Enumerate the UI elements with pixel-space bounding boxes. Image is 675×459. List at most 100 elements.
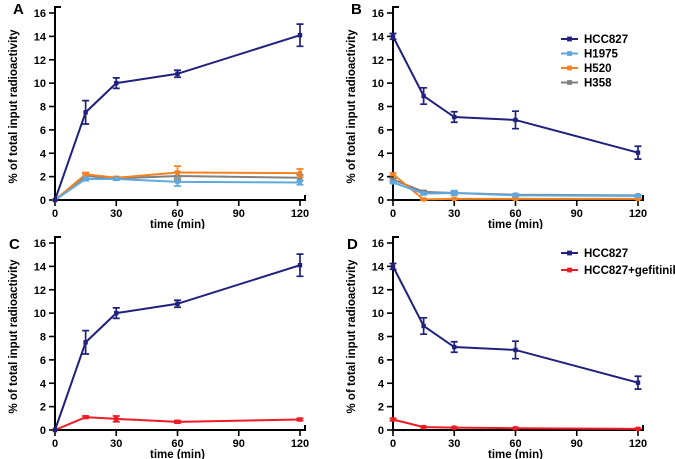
data-point-marker xyxy=(175,301,180,306)
data-point-marker xyxy=(513,193,518,198)
legend-label: H1975 xyxy=(584,49,618,61)
x-axis-title: time (min) xyxy=(150,219,205,229)
x-tick-label: 60 xyxy=(171,438,183,450)
legend-marker xyxy=(567,80,572,85)
x-tick-label: 0 xyxy=(390,208,396,220)
legend: HCC827 H1975 H520 H358 xyxy=(561,34,628,90)
data-point-marker xyxy=(52,427,58,433)
data-point-marker xyxy=(513,196,518,202)
panel-label-D: D xyxy=(347,236,358,253)
tick-labels: 0 2 4 6 8 10 12 14 16 0 30 60 90 120 xyxy=(372,8,647,220)
data-point-marker xyxy=(421,424,426,430)
x-axis-title: time (min) xyxy=(150,449,205,459)
data-point-marker xyxy=(297,263,303,268)
y-tick-label: 12 xyxy=(372,55,384,67)
data-point-marker xyxy=(421,93,426,99)
panel-C: C 0 2 4 6 8 10 12 14 16 0 30 60 90 120 time (min) % of … xyxy=(0,230,337,459)
y-tick-label: 14 xyxy=(372,261,385,273)
legend-marker xyxy=(567,65,572,71)
data-point-marker xyxy=(83,172,88,177)
data-point-marker xyxy=(390,417,396,422)
y-tick-label: 10 xyxy=(372,78,384,90)
y-tick-label: 2 xyxy=(40,172,46,184)
data-point-marker xyxy=(513,426,518,431)
data-point-marker xyxy=(421,191,426,196)
data-point-marker xyxy=(83,414,88,420)
tick-marks xyxy=(387,242,639,436)
panel-label-C: C xyxy=(9,236,20,253)
x-tick-label: 90 xyxy=(233,208,245,220)
data-point-marker xyxy=(83,340,88,345)
data-point-marker xyxy=(635,193,641,199)
series-HCC827 xyxy=(52,253,304,433)
axis-lines xyxy=(54,236,306,431)
legend-marker xyxy=(567,36,572,42)
x-tick-label: 60 xyxy=(509,208,521,220)
y-tick-label: 6 xyxy=(378,355,384,367)
y-tick-label: 6 xyxy=(40,125,46,137)
data-point-marker xyxy=(452,114,457,120)
x-tick-label: 60 xyxy=(171,208,183,220)
series-H1975 xyxy=(389,180,642,199)
x-tick-label: 120 xyxy=(629,438,647,450)
legend-label: HCC827+gefitinib xyxy=(584,265,675,277)
x-tick-label: 30 xyxy=(448,208,460,220)
data-point-marker xyxy=(421,197,426,202)
panel-label-A: A xyxy=(13,1,24,18)
y-tick-label: 14 xyxy=(34,31,47,43)
chart-D: 0 2 4 6 8 10 12 14 16 0 30 60 90 120 time (min) % of to… xyxy=(346,236,675,459)
x-tick-label: 120 xyxy=(629,208,647,220)
data-point-marker xyxy=(390,177,396,182)
data-point-marker xyxy=(175,170,180,175)
x-axis-title: time (min) xyxy=(488,449,543,459)
data-point-marker xyxy=(114,176,119,182)
data-point-marker xyxy=(297,170,303,176)
chart-B: 0 2 4 6 8 10 12 14 16 0 30 60 90 120 time (min) % of to… xyxy=(346,6,647,229)
series-line xyxy=(392,265,639,384)
y-axis-title: % of total input radioactivity xyxy=(346,29,358,184)
x-tick-label: 0 xyxy=(52,438,58,450)
legend-label: H520 xyxy=(584,63,612,75)
y-tick-label: 4 xyxy=(40,148,47,160)
y-tick-label: 16 xyxy=(372,8,384,20)
legend-label: HCC827 xyxy=(584,248,628,260)
y-tick-label: 10 xyxy=(34,78,46,90)
data-point-marker xyxy=(175,71,180,76)
data-point-marker xyxy=(175,179,180,185)
data-point-marker xyxy=(421,323,426,329)
tick-labels: 0 2 4 6 8 10 12 14 16 0 30 60 90 120 xyxy=(34,8,309,220)
x-tick-label: 0 xyxy=(390,438,396,450)
y-axis-title: % of total input radioactivity xyxy=(8,259,20,414)
tick-marks xyxy=(49,242,301,436)
data-point-marker xyxy=(390,34,396,39)
legend-marker xyxy=(567,250,572,256)
data-point-marker xyxy=(513,117,518,123)
legend-marker xyxy=(567,267,572,273)
data-point-marker xyxy=(390,264,396,269)
x-tick-label: 90 xyxy=(571,208,583,220)
series-HCC827 xyxy=(52,23,304,203)
x-tick-label: 90 xyxy=(233,438,245,450)
series-line xyxy=(54,264,301,431)
legend-label: H358 xyxy=(584,78,612,90)
y-tick-label: 4 xyxy=(40,378,47,390)
y-tick-label: 8 xyxy=(40,332,46,344)
series-H520 xyxy=(389,172,642,202)
series-HCC827 xyxy=(389,262,642,390)
series-HCC827 xyxy=(389,32,642,160)
data-point-marker xyxy=(513,347,518,353)
y-tick-label: 4 xyxy=(378,378,385,390)
y-tick-label: 2 xyxy=(378,402,384,414)
x-tick-label: 30 xyxy=(110,208,122,220)
y-tick-label: 0 xyxy=(40,195,46,207)
y-tick-label: 10 xyxy=(372,308,384,320)
legend-marker xyxy=(567,51,572,56)
panel-B: B 0 2 4 6 8 10 12 14 16 0 30 60 90 120 time (min) % of … xyxy=(338,0,675,229)
data-point-marker xyxy=(452,196,457,202)
series-HCC827+gefitinib xyxy=(389,417,642,432)
y-tick-label: 10 xyxy=(34,308,46,320)
y-tick-label: 0 xyxy=(40,425,46,437)
y-tick-label: 14 xyxy=(372,31,385,43)
legend-label: HCC827 xyxy=(584,34,628,46)
y-tick-label: 12 xyxy=(34,55,46,67)
